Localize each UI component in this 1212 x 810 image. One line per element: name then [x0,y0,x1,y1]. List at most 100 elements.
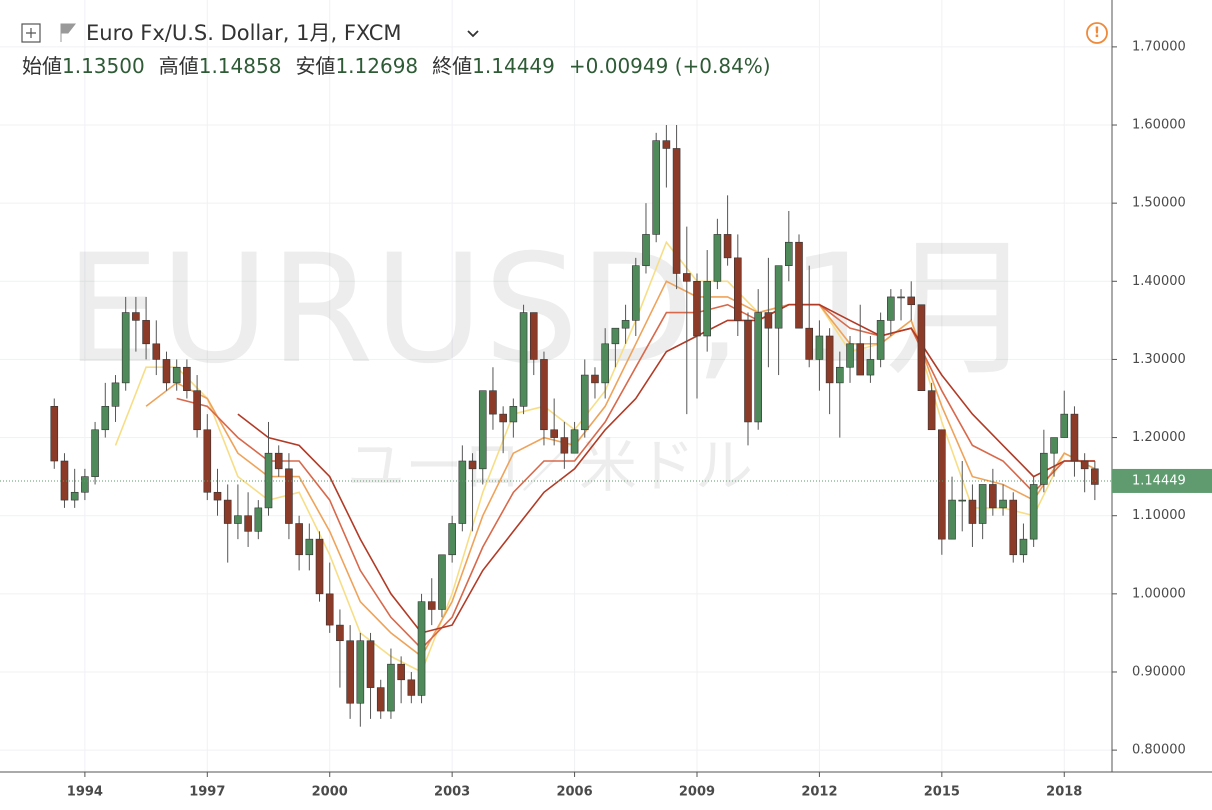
candle-body [989,484,997,509]
y-tick-label: 0.80000 [1132,743,1186,758]
candle-body [856,343,865,376]
y-tick-label: 1.50000 [1132,196,1186,211]
candle-body [621,320,630,329]
candle-body [682,273,691,282]
summary-label: 始値 [22,54,62,78]
moving-average-line [237,303,1095,634]
y-tick-label: 1.10000 [1132,508,1186,523]
candle-body [183,366,191,391]
candle-body [152,343,161,360]
expand-icon-plus [26,28,36,38]
candle-body [540,359,548,431]
candle-body [815,335,824,360]
candle-body [927,390,936,431]
candle-body [519,312,528,407]
candle-body [397,663,405,681]
candle-body [836,366,844,384]
candle-body [846,343,854,368]
candle-body [805,327,814,360]
candle-body [958,499,967,502]
candle-body [693,280,701,337]
candle-body [662,140,671,149]
candle-body [468,460,477,470]
candle-body [723,234,732,259]
dropdown-icon[interactable] [467,30,479,38]
flag-icon [60,23,77,42]
candle-body [427,601,436,610]
candle-body [356,640,365,704]
candle-body [631,265,640,321]
alert-icon-mark: ! [1094,25,1100,41]
expand-icon[interactable] [21,23,41,43]
ohlc-summary: 始値1.13500 高値1.14858 安値1.12698 終値1.14449 +0.0… [22,54,771,78]
candle-body [458,460,467,524]
summary-label: 終値 [432,54,472,78]
alert-icon[interactable] [1086,22,1108,44]
candle-body [325,593,334,626]
candle-body [601,343,609,384]
candle-body [315,538,324,595]
candle-body [91,429,99,477]
candle-body [764,312,773,329]
candle-body [1050,437,1058,454]
candle-body [509,406,518,423]
candle-body [264,452,273,509]
candle-body [1009,499,1018,556]
summary-value: 1.12698 [335,54,418,78]
candle-body [1040,452,1048,485]
candle-body [550,429,558,438]
x-tick-label: 2009 [679,785,715,800]
x-tick-label: 2012 [801,785,837,800]
candle-body [346,640,354,704]
candle-body [948,499,956,540]
candle-body [121,312,130,384]
candle-body [244,515,252,532]
candle-body [234,515,242,524]
candle-body [642,234,650,266]
candle-body [305,538,314,556]
candle-body [907,296,916,306]
candle-body [580,374,589,431]
x-tick-label: 1994 [67,785,103,800]
candle-body [254,507,263,532]
candle-body [101,406,110,431]
y-tick-label: 1.40000 [1132,274,1186,289]
y-tick-label: 0.90000 [1132,664,1186,679]
candle-body [866,359,875,376]
candle-body [336,624,344,642]
candle-body [70,491,79,501]
candle-body [499,413,507,423]
candle-body [172,366,181,384]
candle-body [1070,413,1079,462]
candle-body [744,320,752,423]
candle-body [50,406,59,462]
candle-body [213,491,222,501]
candle-body [489,390,497,415]
candle-body [162,359,171,384]
y-tick-label: 1.70000 [1132,39,1186,54]
x-tick-label: 2000 [312,785,348,800]
candle-body [591,374,599,384]
candle-body [295,523,303,556]
candle-body [81,476,89,493]
candle-body [223,499,232,524]
x-tick-label: 2003 [434,785,470,800]
candle-body [713,234,722,282]
y-tick-label: 1.00000 [1132,586,1186,601]
y-tick-label: 1.20000 [1132,430,1186,445]
candle-body [785,241,793,266]
candle-body [876,320,885,360]
candle-body [366,640,375,688]
moving-average-line [176,303,1095,650]
last-price-badge [1112,468,1212,493]
x-tick-label: 2006 [556,785,592,800]
candle-body [1080,460,1089,470]
axes: 0.80000 0.90000 1.00000 1.10000 1.20000 1.300… [67,39,1212,800]
candle-body [387,663,395,712]
candle-body [142,320,150,345]
candle-body [570,429,579,454]
x-tick-label: 2015 [924,785,960,800]
x-tick-label: 2018 [1046,785,1082,800]
